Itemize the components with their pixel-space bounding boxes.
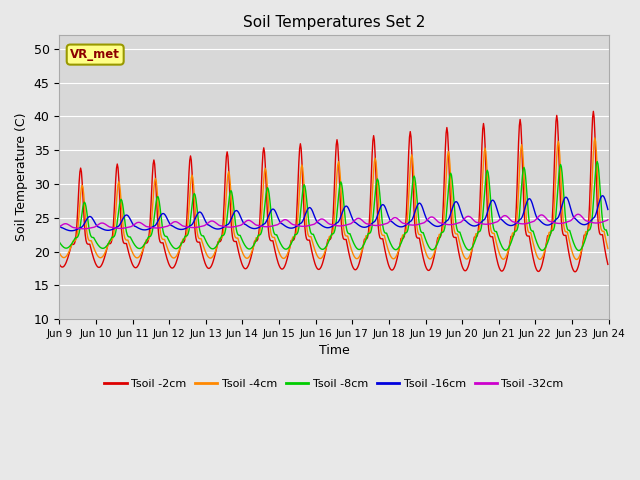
Tsoil -8cm [56, 239, 63, 245]
Tsoil -16cm [417, 202, 425, 207]
Tsoil -16cm [179, 227, 186, 232]
Line: Tsoil -4cm: Tsoil -4cm [60, 138, 608, 260]
Tsoil -32cm [80, 226, 88, 232]
Tsoil -4cm [56, 250, 63, 256]
Tsoil -8cm [575, 248, 582, 253]
Tsoil -16cm [401, 223, 409, 228]
Tsoil -16cm [123, 212, 131, 218]
Tsoil -2cm [589, 108, 597, 114]
Tsoil -8cm [207, 245, 214, 251]
Tsoil -8cm [122, 225, 129, 230]
Tsoil -8cm [604, 232, 612, 238]
Tsoil -8cm [417, 226, 424, 232]
Line: Tsoil -8cm: Tsoil -8cm [60, 162, 608, 251]
Tsoil -4cm [417, 232, 424, 238]
Tsoil -32cm [65, 222, 73, 228]
Tsoil -16cm [207, 224, 215, 229]
Line: Tsoil -2cm: Tsoil -2cm [60, 111, 608, 272]
Tsoil -2cm [122, 240, 129, 246]
X-axis label: Time: Time [319, 344, 349, 357]
Tsoil -2cm [417, 240, 424, 245]
Tsoil -4cm [400, 232, 408, 238]
Tsoil -2cm [207, 264, 214, 270]
Title: Soil Temperatures Set 2: Soil Temperatures Set 2 [243, 15, 425, 30]
Text: VR_met: VR_met [70, 48, 120, 61]
Tsoil -2cm [572, 269, 579, 275]
Tsoil -4cm [207, 255, 214, 261]
Y-axis label: Soil Temperature (C): Soil Temperature (C) [15, 113, 28, 241]
Tsoil -32cm [207, 218, 215, 224]
Tsoil -32cm [179, 223, 186, 228]
Tsoil -4cm [591, 135, 599, 141]
Tsoil -2cm [56, 261, 63, 267]
Tsoil -32cm [417, 221, 425, 227]
Tsoil -8cm [177, 241, 185, 247]
Tsoil -32cm [574, 211, 582, 217]
Tsoil -4cm [122, 237, 129, 242]
Tsoil -4cm [604, 246, 612, 252]
Line: Tsoil -16cm: Tsoil -16cm [60, 196, 608, 231]
Tsoil -8cm [400, 232, 408, 238]
Legend: Tsoil -2cm, Tsoil -4cm, Tsoil -8cm, Tsoil -16cm, Tsoil -32cm: Tsoil -2cm, Tsoil -4cm, Tsoil -8cm, Tsoi… [100, 374, 568, 393]
Tsoil -2cm [604, 262, 612, 267]
Tsoil -16cm [65, 228, 73, 233]
Tsoil -2cm [177, 240, 185, 245]
Tsoil -8cm [593, 159, 601, 165]
Tsoil -32cm [123, 225, 131, 230]
Tsoil -32cm [604, 217, 612, 223]
Tsoil -4cm [65, 248, 73, 254]
Tsoil -16cm [604, 206, 612, 212]
Tsoil -8cm [65, 244, 73, 250]
Tsoil -2cm [65, 251, 73, 256]
Tsoil -16cm [56, 222, 63, 228]
Tsoil -4cm [177, 241, 185, 247]
Tsoil -16cm [68, 228, 76, 234]
Tsoil -32cm [56, 224, 63, 230]
Line: Tsoil -32cm: Tsoil -32cm [60, 214, 608, 229]
Tsoil -4cm [573, 257, 580, 263]
Tsoil -32cm [401, 221, 409, 227]
Tsoil -2cm [400, 234, 408, 240]
Tsoil -16cm [598, 193, 606, 199]
